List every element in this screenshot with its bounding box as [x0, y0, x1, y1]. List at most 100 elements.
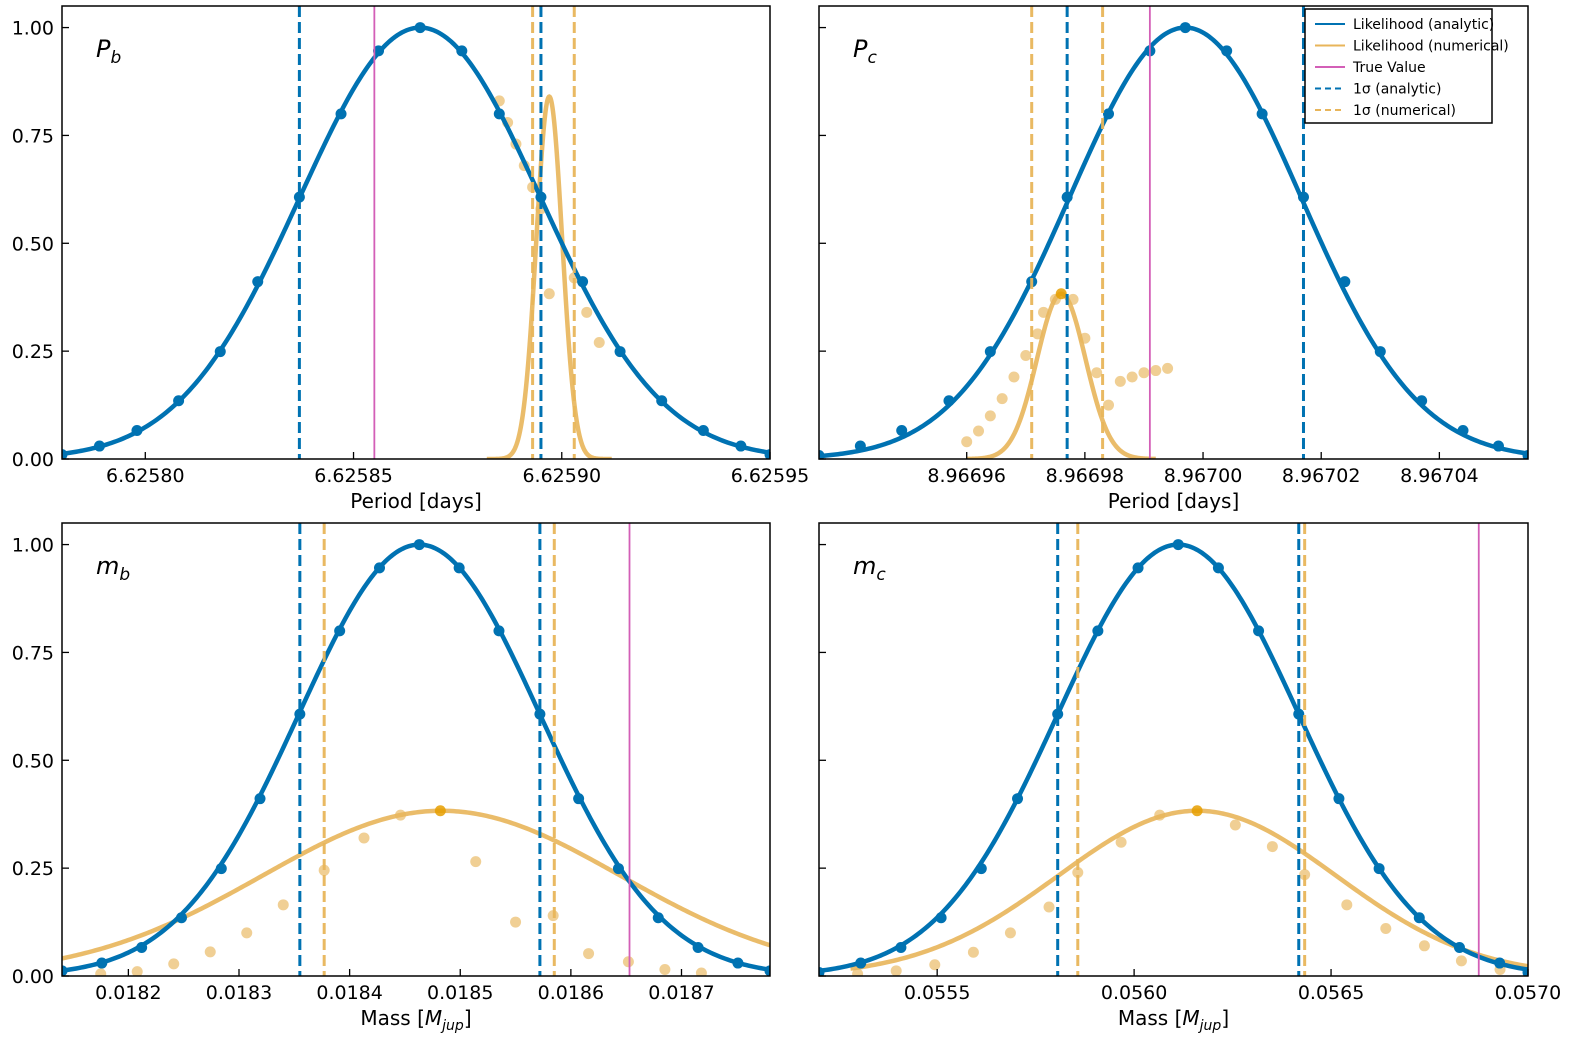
- legend-item: Likelihood (analytic): [1315, 17, 1494, 33]
- analytic-point: [1373, 863, 1385, 875]
- numerical-point: [470, 856, 482, 868]
- analytic-point: [1132, 562, 1144, 574]
- x-tick-label: 0.0560: [1101, 982, 1167, 1004]
- x-tick-label: 8.96696: [927, 465, 1006, 487]
- numerical-point: [277, 899, 289, 911]
- y-tick-label: 1.00: [12, 535, 54, 557]
- numerical-point: [1299, 869, 1311, 881]
- numerical-point: [581, 306, 593, 318]
- analytic-point: [96, 957, 108, 969]
- x-tick-label: 0.0185: [427, 982, 493, 1004]
- analytic-point: [697, 425, 709, 437]
- analytic-point: [413, 539, 425, 551]
- plot-area: [62, 6, 770, 459]
- analytic-point: [1256, 108, 1268, 120]
- panel-title: mc: [853, 552, 886, 585]
- numerical-point: [1229, 819, 1241, 831]
- numerical-point: [961, 436, 973, 448]
- analytic-point: [456, 45, 468, 57]
- numerical-point: [695, 967, 707, 976]
- numerical-point: [1103, 399, 1115, 411]
- x-tick-label: 6.62590: [522, 465, 601, 487]
- numerical-point: [395, 809, 407, 821]
- x-tick-label: 8.96698: [1046, 465, 1125, 487]
- numerical-point: [1008, 371, 1020, 383]
- analytic-point: [1297, 191, 1309, 203]
- analytic-point: [614, 346, 626, 358]
- numerical-point: [1418, 940, 1430, 952]
- analytic-point: [1061, 191, 1073, 203]
- numerical-point: [1072, 866, 1084, 878]
- analytic-point: [1103, 108, 1115, 120]
- x-tick-label: 0.0565: [1298, 982, 1364, 1004]
- legend-item: 1σ (analytic): [1315, 82, 1441, 98]
- axes-frame: [61, 5, 771, 460]
- analytic-point: [1494, 957, 1506, 969]
- numerical-point: [984, 410, 996, 422]
- y-tick-label: 0.75: [12, 642, 54, 664]
- numerical-point: [358, 832, 370, 844]
- analytic-point: [136, 942, 148, 954]
- analytic-point: [1221, 45, 1233, 57]
- legend-label: 1σ (analytic): [1353, 82, 1441, 98]
- analytic-point: [1012, 793, 1024, 805]
- analytic-point: [652, 912, 664, 924]
- analytic-point: [1333, 793, 1345, 805]
- analytic-point: [215, 863, 227, 875]
- analytic-point: [373, 562, 385, 574]
- numerical-point: [593, 337, 605, 349]
- numerical-point: [1138, 367, 1150, 379]
- numerical-point: [510, 916, 522, 928]
- analytic-point: [453, 562, 465, 574]
- analytic-point: [819, 967, 825, 976]
- numerical-point: [434, 805, 446, 817]
- x-tick-label: 0.0183: [206, 982, 272, 1004]
- y-tick-label: 0.50: [12, 750, 54, 772]
- analytic-point: [935, 912, 947, 924]
- numerical-point: [1020, 349, 1032, 361]
- x-tick-label: 6.62580: [106, 465, 185, 487]
- analytic-point: [1522, 450, 1528, 459]
- numerical-point: [1115, 836, 1127, 848]
- analytic-point: [1413, 912, 1425, 924]
- analytic-point: [1457, 425, 1469, 437]
- analytic-point: [735, 440, 747, 452]
- analytic-point: [414, 22, 426, 34]
- numerical-point: [1055, 288, 1067, 300]
- numerical-likelihood-curve: [486, 94, 612, 459]
- axes-frame: [61, 522, 771, 977]
- panel-title: Pc: [853, 35, 877, 68]
- analytic-point: [493, 108, 505, 120]
- numerical-point: [659, 964, 671, 976]
- x-axis-label: Mass [Mjup]: [360, 1006, 471, 1034]
- analytic-point: [173, 395, 185, 407]
- analytic-point: [1172, 539, 1184, 551]
- axes-frame: [818, 5, 1529, 460]
- analytic-point: [62, 449, 68, 459]
- legend-label: Likelihood (numerical): [1353, 39, 1509, 55]
- analytic-point: [943, 395, 955, 407]
- numerical-point: [318, 864, 330, 876]
- analytic-point: [975, 863, 987, 875]
- analytic-point: [373, 45, 385, 57]
- analytic-point: [131, 425, 143, 437]
- x-tick-label: 0.0187: [648, 982, 714, 1004]
- analytic-point: [535, 191, 547, 203]
- x-tick-label: 6.62595: [731, 465, 810, 487]
- legend-label: Likelihood (analytic): [1353, 17, 1494, 33]
- analytic-likelihood-curve: [819, 542, 1528, 974]
- numerical-point: [1150, 365, 1162, 377]
- numerical-point: [1004, 927, 1016, 939]
- analytic-point: [93, 440, 105, 452]
- numerical-point: [967, 946, 979, 958]
- analytic-point: [254, 793, 266, 805]
- analytic-likelihood-curve: [62, 542, 770, 973]
- analytic-point: [1052, 708, 1064, 720]
- analytic-point: [1492, 440, 1504, 452]
- analytic-point: [175, 912, 187, 924]
- numerical-point: [1154, 809, 1166, 821]
- numerical-point: [1038, 306, 1050, 318]
- analytic-point: [732, 957, 744, 969]
- analytic-likelihood-curve: [819, 25, 1528, 459]
- numerical-point: [204, 946, 216, 958]
